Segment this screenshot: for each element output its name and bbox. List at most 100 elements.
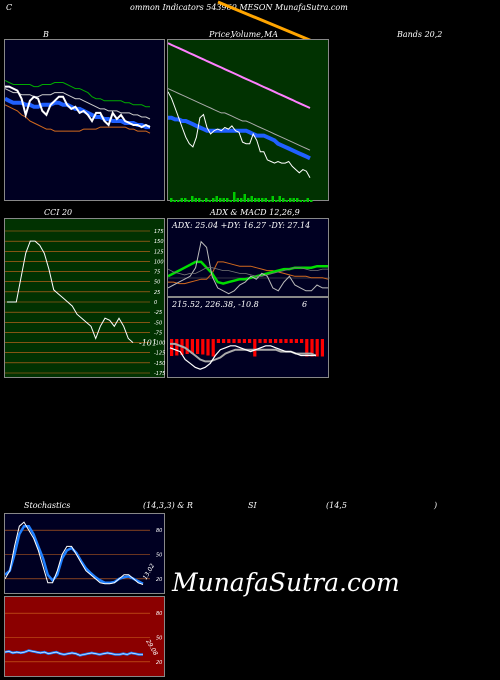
macd-hist-bar bbox=[315, 339, 319, 357]
macd-extra: 6 bbox=[302, 300, 308, 309]
bollinger-chart bbox=[5, 80, 151, 134]
adx-label: ADX & MACD 12,26,9 bbox=[210, 208, 300, 217]
pv-volume-bar bbox=[170, 198, 173, 202]
pv-volume-bar bbox=[264, 198, 267, 202]
pv-volume-bar bbox=[215, 196, 218, 202]
pv-volume-bar bbox=[261, 198, 264, 202]
macd-hist-bar bbox=[263, 339, 267, 343]
cci-tick-label: 50 bbox=[154, 280, 160, 286]
bb-ma-line bbox=[5, 88, 151, 120]
pv-volume-bar bbox=[173, 200, 176, 202]
bb-lower-band bbox=[5, 104, 151, 134]
cci-value-label: -101 bbox=[139, 339, 157, 348]
adx-line bbox=[168, 240, 328, 295]
macd-hist-bar bbox=[320, 339, 324, 357]
cci-tick-label: 0 bbox=[154, 300, 157, 306]
bb-upper-band bbox=[5, 80, 150, 108]
pv-volume-bar bbox=[254, 198, 257, 202]
macd-hist-bar bbox=[201, 339, 205, 355]
cci-tick-label: -175 bbox=[154, 371, 165, 377]
pv-volume-bar bbox=[285, 200, 288, 202]
cci-label: CCI 20 bbox=[44, 208, 73, 217]
pv-volume-bar bbox=[229, 200, 232, 202]
adx-panel: ADX: 25.04 +DY: 16.27 -DY: 27.14 bbox=[167, 218, 330, 297]
cci-tick-label: -125 bbox=[154, 351, 165, 357]
macd-line bbox=[169, 345, 316, 370]
bb-label-volume: Volume, bbox=[231, 30, 264, 39]
pv-volume-bar bbox=[303, 200, 306, 202]
bb-label-ma: MA bbox=[264, 30, 278, 39]
macd-hist-bar bbox=[185, 339, 189, 354]
stoch-tick-label: 20 bbox=[156, 577, 162, 583]
macd-hist-bar bbox=[242, 339, 246, 343]
stoch-d-line bbox=[5, 524, 144, 585]
stoch-k-line bbox=[5, 521, 144, 585]
cci-tick-label: -50 bbox=[154, 320, 162, 326]
macd-hist-bar bbox=[211, 339, 215, 357]
rsi-line-overlay bbox=[5, 650, 143, 656]
cci-tick-label: 175 bbox=[154, 229, 164, 235]
cci-tick-label: 25 bbox=[154, 290, 160, 296]
pv-volume-bar bbox=[271, 196, 274, 202]
pv-volume-bar bbox=[236, 198, 239, 202]
bb-label-bands: Bands 20,2 bbox=[397, 30, 443, 39]
bollinger-panel bbox=[4, 39, 165, 201]
macd-hist-bar bbox=[196, 339, 200, 354]
cci-tick-label: -150 bbox=[154, 361, 165, 367]
pv-volume-bar bbox=[208, 200, 211, 202]
pv-volume-bar bbox=[233, 192, 236, 202]
macd-chart bbox=[169, 339, 324, 370]
rsi-tick-label: 20 bbox=[156, 660, 162, 666]
macd-hist-bar bbox=[175, 339, 179, 356]
pv-ma-pink bbox=[168, 42, 311, 109]
pv-volume-bar bbox=[184, 198, 187, 202]
cci-tick-label: 125 bbox=[154, 249, 164, 255]
pv-volume-bar bbox=[187, 200, 190, 202]
pv-volume-bar bbox=[310, 200, 313, 202]
watermark: MunafaSutra.com bbox=[172, 568, 400, 597]
pv-volume-bar bbox=[180, 198, 183, 202]
pv-volume-bar bbox=[247, 198, 250, 202]
adx-aux-line bbox=[168, 267, 328, 277]
pv-volume-bar bbox=[257, 198, 260, 202]
pv-volume-bar bbox=[275, 200, 278, 202]
macd-hist-bar bbox=[310, 339, 314, 357]
macd-hist-bar bbox=[289, 339, 293, 343]
pv-volume-bar bbox=[282, 198, 285, 202]
pv-price-line bbox=[168, 91, 311, 178]
pv-volume-bar bbox=[306, 198, 309, 202]
pv-volume-bar bbox=[268, 200, 271, 202]
macd-hist-bar bbox=[227, 339, 231, 343]
adx-values: ADX: 25.04 +DY: 16.27 -DY: 27.14 bbox=[172, 221, 311, 230]
macd-hist-bar bbox=[232, 339, 236, 343]
pv-volume-bar bbox=[292, 198, 295, 202]
pv-volume-bar bbox=[201, 200, 204, 202]
rsi-label-si: SI bbox=[248, 501, 257, 510]
macd-hist-bar bbox=[279, 339, 283, 343]
rsi-label-params: (14,5 bbox=[326, 501, 347, 510]
pv-ma-gray bbox=[168, 88, 311, 151]
pv-volume-bar bbox=[222, 198, 225, 202]
bb-price-line bbox=[5, 85, 151, 129]
rsi-tick-label: 50 bbox=[156, 636, 162, 642]
rsi-line bbox=[5, 649, 143, 657]
pv-volume-bar bbox=[226, 198, 229, 202]
stochastics-panel: 80 50 20 13.02 bbox=[4, 513, 165, 594]
pv-volume-bar bbox=[240, 198, 243, 202]
stoch-value-label: 13.02 bbox=[142, 562, 157, 581]
pv-volume-bar bbox=[198, 198, 201, 202]
macd-hist-bar bbox=[294, 339, 298, 343]
cci-chart: 175 150 125 100 75 50 25 0 -25 -50 -75 -100 -125 -150… bbox=[5, 229, 165, 377]
pv-volume-bar bbox=[296, 198, 299, 202]
cci-tick-label: -75 bbox=[154, 330, 162, 336]
header-title: ommon Indicators 543960 MESON MunafaSutr… bbox=[130, 3, 348, 12]
cci-panel: 175 150 125 100 75 50 25 0 -25 -50 -75 -100 -125 -150… bbox=[4, 218, 165, 378]
cci-tick-label: 75 bbox=[154, 270, 160, 276]
pv-volume-bar bbox=[299, 200, 302, 202]
macd-hist-bar bbox=[216, 339, 220, 343]
macd-panel: 215.52, 226.38, -10.8 6 bbox=[167, 297, 329, 378]
bb-label-price: Price, bbox=[209, 30, 233, 39]
pv-volume-bar bbox=[194, 198, 197, 202]
